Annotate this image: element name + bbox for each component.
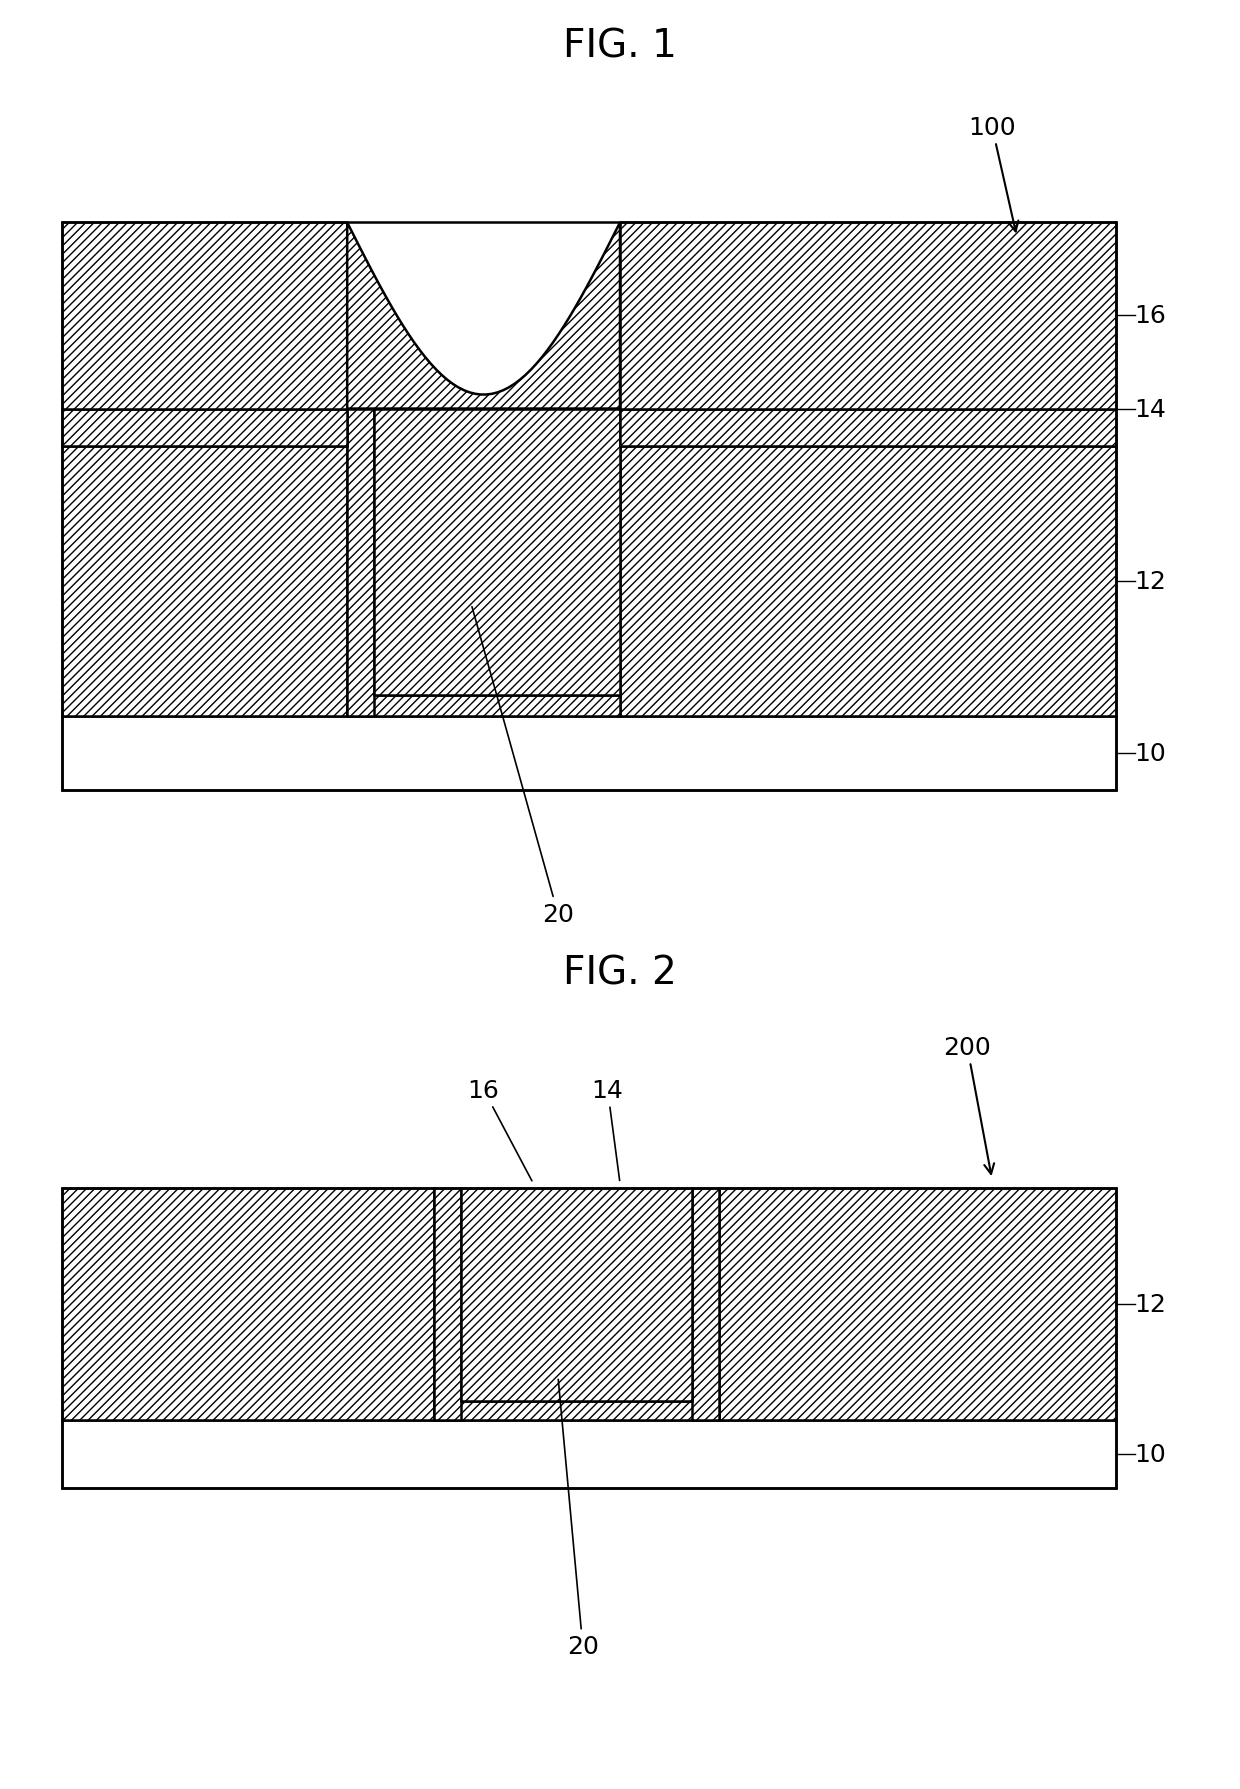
Bar xyxy=(692,1188,719,1420)
Bar xyxy=(62,1188,1116,1488)
Bar xyxy=(620,410,1116,447)
Bar xyxy=(62,1420,1116,1488)
Bar xyxy=(719,1188,1116,1420)
Bar xyxy=(62,410,347,447)
Text: 16: 16 xyxy=(467,1079,532,1181)
Text: FIG. 1: FIG. 1 xyxy=(563,27,677,66)
Text: 100: 100 xyxy=(968,116,1018,233)
Bar xyxy=(62,224,347,410)
Bar xyxy=(434,1401,719,1420)
Text: 12: 12 xyxy=(1135,1292,1167,1317)
Text: 12: 12 xyxy=(1135,569,1167,594)
Bar xyxy=(62,447,347,716)
Text: FIG. 2: FIG. 2 xyxy=(563,954,677,993)
Bar xyxy=(62,1188,434,1420)
Bar xyxy=(347,696,620,716)
Bar xyxy=(374,410,620,696)
Text: 16: 16 xyxy=(1135,304,1167,329)
Text: 20: 20 xyxy=(558,1379,599,1658)
Bar xyxy=(620,447,1116,716)
Text: 20: 20 xyxy=(472,606,574,927)
Bar xyxy=(62,716,1116,791)
Text: 10: 10 xyxy=(1135,1442,1167,1467)
Bar xyxy=(461,1188,692,1401)
Text: 200: 200 xyxy=(944,1036,994,1174)
Polygon shape xyxy=(347,224,620,410)
Text: 14: 14 xyxy=(591,1079,624,1181)
Bar xyxy=(620,224,1116,410)
Bar xyxy=(347,410,374,716)
Bar xyxy=(434,1188,461,1420)
Text: 10: 10 xyxy=(1135,741,1167,766)
Bar xyxy=(62,224,1116,791)
Text: 14: 14 xyxy=(1135,397,1167,422)
